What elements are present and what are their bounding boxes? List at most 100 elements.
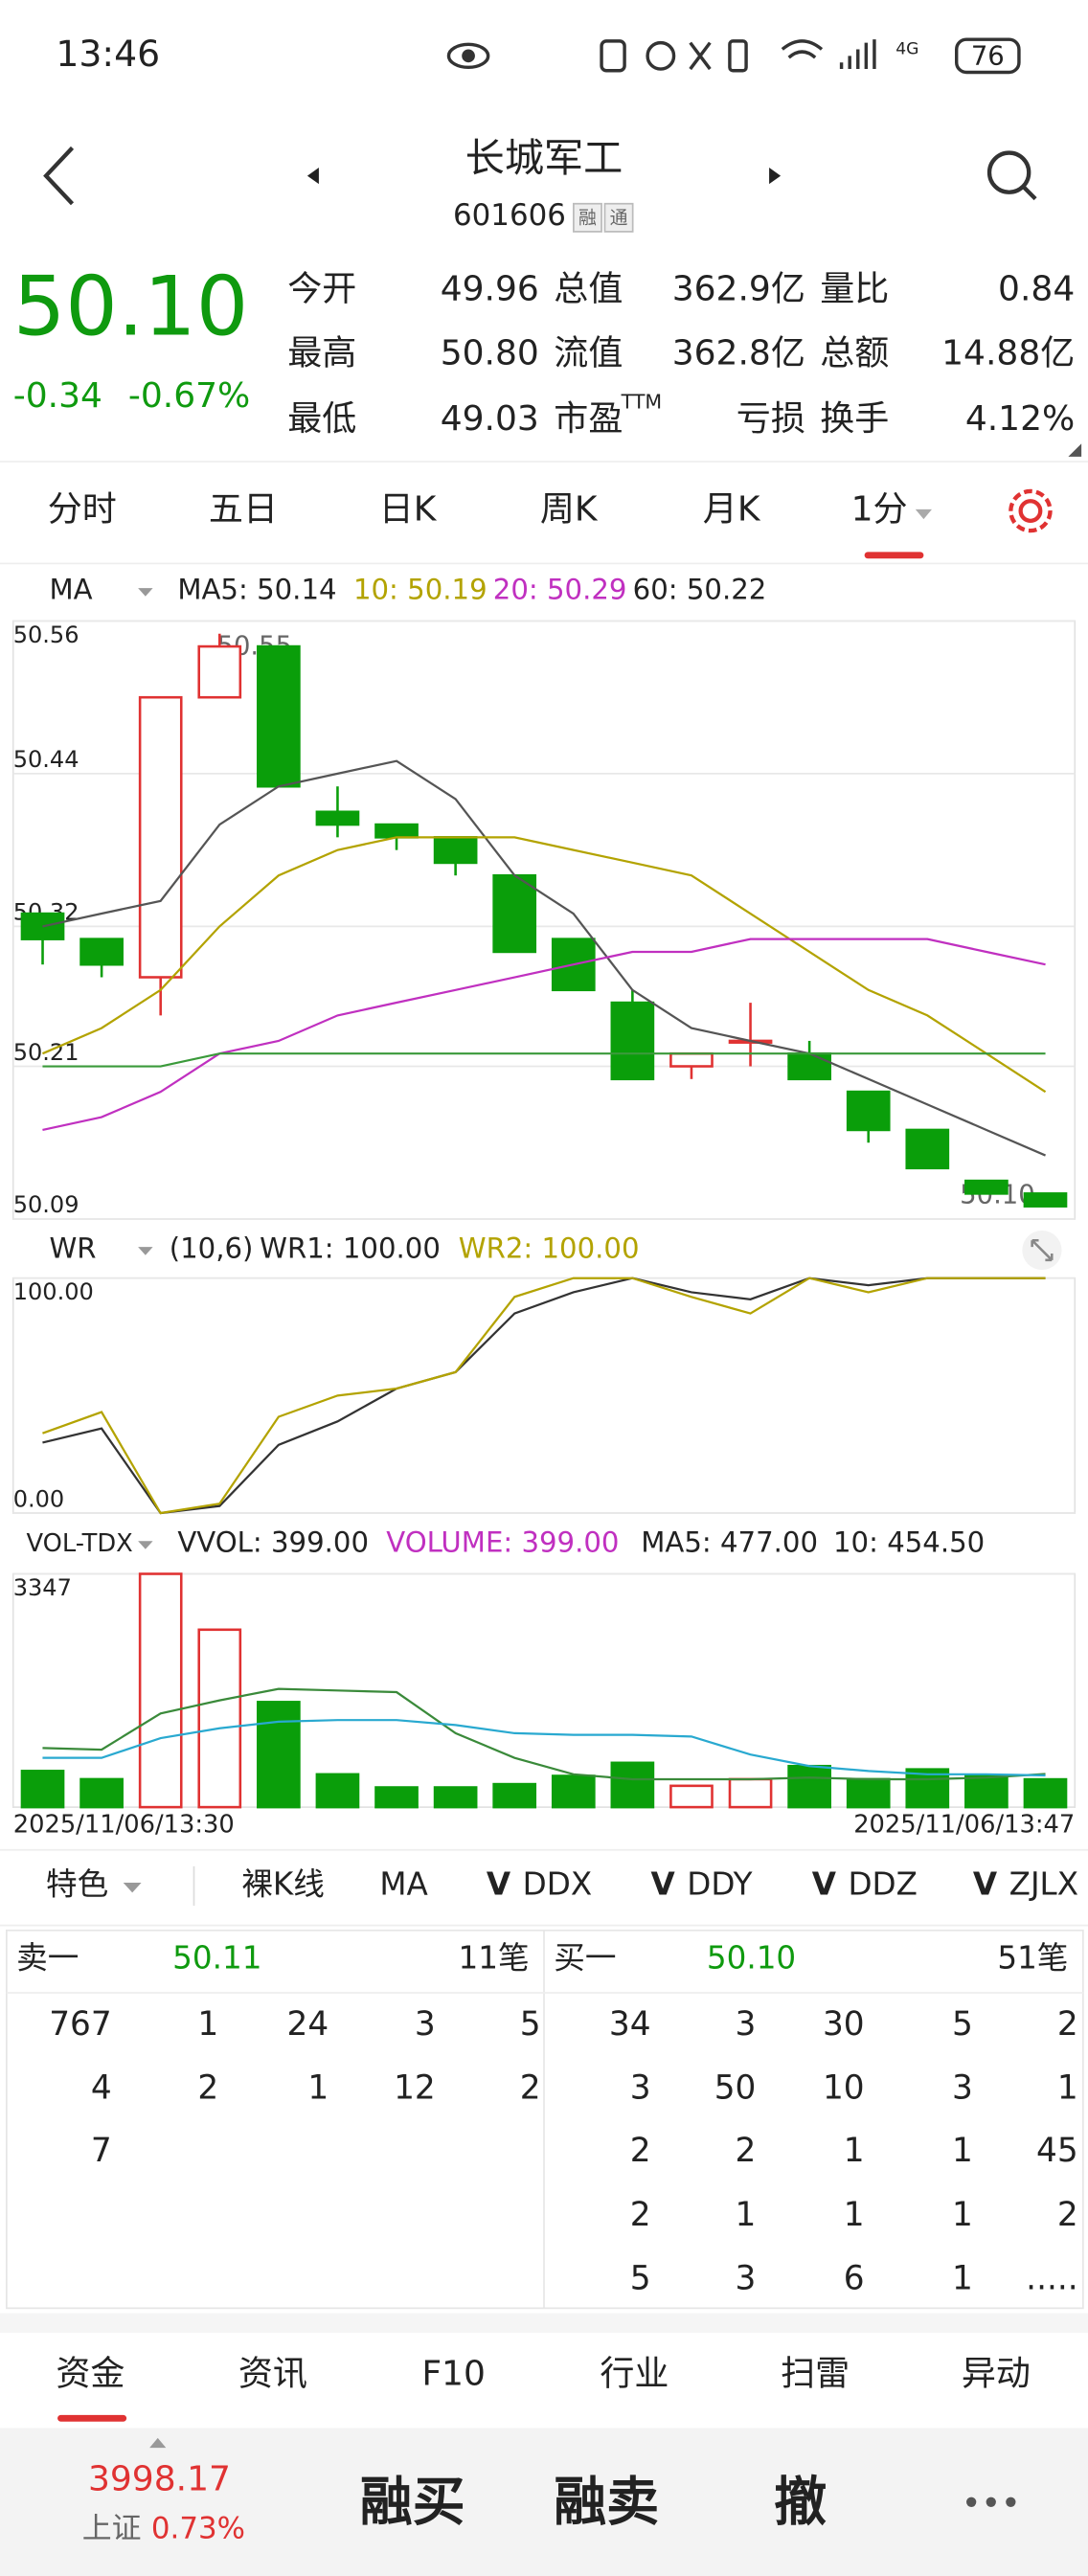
info-tab[interactable]: 行业 [600, 2355, 669, 2394]
order-qty: 5 [520, 2005, 541, 2044]
margin-sell[interactable]: 融卖 [554, 2471, 659, 2532]
y-tick-label: 0.00 [13, 1485, 64, 1512]
indicator-option[interactable]: 裸K线 [241, 1865, 325, 1902]
volume-bar [79, 1777, 124, 1809]
candle-body [79, 938, 124, 966]
series-line [42, 1277, 1046, 1515]
stat-label: 今开 [287, 270, 356, 309]
volume-bar [433, 1786, 478, 1809]
indicator-option[interactable]: DDX [523, 1865, 593, 1902]
more-button[interactable] [966, 2497, 1016, 2507]
badge-box [573, 202, 602, 233]
candle-body [492, 873, 537, 954]
expand-arrow[interactable] [149, 2437, 167, 2449]
price-change-pct: -0.67% [128, 376, 250, 416]
order-qty: 2 [1057, 2196, 1078, 2234]
indicator-prefix: V [812, 1865, 837, 1902]
candle-body [197, 644, 242, 699]
dropdown-arrow [915, 508, 932, 520]
tab-indicator [57, 2414, 127, 2422]
series-line [42, 1687, 1046, 1781]
y-tick-label: 50.09 [13, 1191, 79, 1218]
indicator-option[interactable]: DDZ [848, 1865, 918, 1902]
order-qty: 2 [197, 2069, 218, 2108]
order-qty: 7 [91, 2132, 112, 2170]
indicator-prefix: V [651, 1865, 676, 1902]
indicator-prefix: V [973, 1865, 998, 1902]
candle-body [1023, 1192, 1068, 1208]
period-tab[interactable]: 分时 [48, 490, 117, 530]
order-qty: 3 [630, 2069, 651, 2108]
order-qty: 1 [844, 2196, 865, 2234]
period-tab[interactable]: 1分 [851, 490, 908, 530]
back-button[interactable] [43, 146, 75, 206]
info-tab[interactable]: 异动 [962, 2355, 1031, 2394]
order-book-frame [6, 1929, 1084, 2310]
y-tick-label: 50.44 [13, 746, 79, 773]
indicator-option[interactable]: ZJLX [1009, 1865, 1078, 1902]
stat-value: 362.9亿 [672, 270, 805, 309]
volume-bar [1023, 1777, 1068, 1809]
info-tab[interactable]: 扫雷 [781, 2355, 850, 2394]
settings-button[interactable] [1009, 488, 1053, 533]
stat-label: 总值 [554, 270, 623, 309]
volume-bar [492, 1782, 537, 1809]
order-qty: 24 [287, 2005, 329, 2044]
indicator-option[interactable]: DDY [687, 1865, 752, 1902]
search-button[interactable] [986, 150, 1037, 201]
prev-stock[interactable] [306, 167, 319, 185]
x-label: 2025/11/06/13:30 [13, 1810, 235, 1839]
period-tab[interactable]: 日K [379, 490, 438, 530]
period-tab[interactable]: 周K [540, 490, 599, 530]
order-qty: 1 [844, 2132, 865, 2170]
cancel[interactable]: 撤 [774, 2471, 827, 2532]
order-qty: 1 [952, 2132, 973, 2170]
stat-value: 362.8亿 [672, 334, 805, 373]
index-change: 0.73% [151, 2511, 245, 2545]
margin-buy[interactable]: 融买 [360, 2471, 465, 2532]
next-stock[interactable] [769, 167, 782, 185]
period-tab[interactable]: 五日 [209, 490, 278, 530]
fullscreen-icon [1031, 1238, 1054, 1262]
volume-bar [787, 1764, 831, 1809]
order-qty: 3 [736, 2260, 757, 2298]
order-qty: 1 [952, 2196, 973, 2234]
legend-item: VVOL: 399.00 [177, 1526, 369, 1559]
candle-body [374, 823, 419, 839]
order-count: 51笔 [997, 1940, 1068, 1977]
expand-corner[interactable] [1068, 443, 1082, 457]
order-qty: 3 [736, 2005, 757, 2044]
legend-item: 20: 50.29 [493, 574, 627, 606]
order-label: 买一 [554, 1940, 616, 1977]
order-price: 50.11 [172, 1940, 261, 1977]
info-tab[interactable]: 资讯 [238, 2355, 307, 2394]
status-icons [446, 39, 876, 73]
order-label: 卖一 [16, 1940, 79, 1977]
indicator-name: VOL-TDX [26, 1529, 132, 1558]
info-tab[interactable]: 资金 [56, 2355, 125, 2394]
series-line [42, 1277, 1046, 1515]
indicator-option[interactable]: 特色 [46, 1865, 108, 1902]
y-tick-label: 50.56 [13, 621, 79, 648]
legend-item: MA5: 477.00 [641, 1526, 818, 1559]
period-tab[interactable]: 月K [703, 490, 761, 530]
candle-body [257, 644, 301, 788]
order-qty: 1 [197, 2005, 218, 2044]
footer [0, 2428, 1088, 2576]
battery: 76 [971, 42, 1005, 72]
stat-value: 14.88亿 [941, 334, 1075, 373]
order-price: 50.10 [707, 1940, 796, 1977]
last-price: 50.10 [13, 259, 249, 354]
spacer [0, 2313, 1088, 2334]
series-line [42, 1719, 1046, 1777]
indicator-option[interactable]: MA [379, 1865, 428, 1902]
order-qty: 2 [630, 2196, 651, 2234]
order-qty: 50 [714, 2069, 757, 2108]
indicator-name: MA [49, 574, 92, 606]
volume-bar [257, 1701, 301, 1809]
info-tab[interactable]: F10 [421, 2355, 486, 2394]
volume-bar [610, 1761, 655, 1809]
order-qty: ..... [1026, 2260, 1078, 2298]
indicator-prefix: V [487, 1865, 511, 1902]
order-qty: 45 [1036, 2132, 1078, 2170]
